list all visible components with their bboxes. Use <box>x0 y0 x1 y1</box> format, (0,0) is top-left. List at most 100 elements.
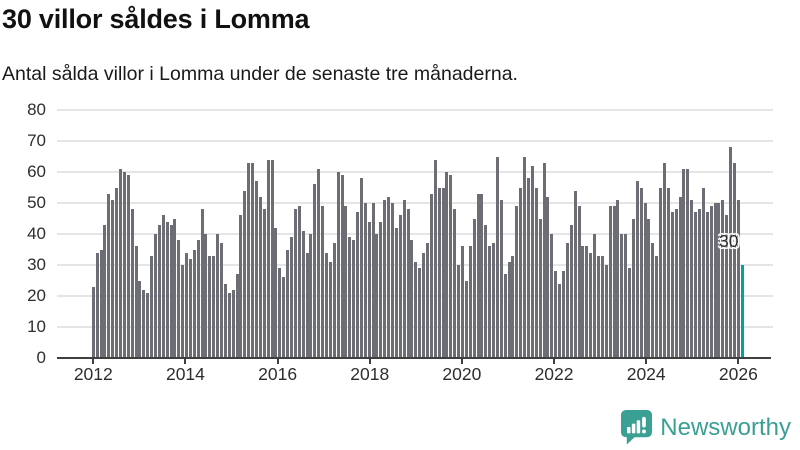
bar <box>192 249 196 358</box>
plot-area: 30 <box>57 109 773 359</box>
bar <box>651 243 655 358</box>
bar <box>204 234 208 358</box>
x-axis-tickmark <box>92 358 95 364</box>
bar <box>274 227 278 358</box>
bar <box>305 252 309 358</box>
bar <box>153 234 157 358</box>
x-axis-tickmark <box>276 358 279 364</box>
bar <box>585 246 589 358</box>
bar <box>317 168 321 358</box>
bar <box>282 277 286 358</box>
bar <box>527 178 531 358</box>
bar <box>309 234 313 358</box>
bar <box>414 261 418 358</box>
bar <box>363 203 367 358</box>
y-axis-tick-label: 10 <box>27 317 46 336</box>
bar <box>628 268 632 358</box>
bar <box>196 240 200 358</box>
chart-subtitle: Antal sålda villor i Lomma under de sena… <box>2 63 518 85</box>
y-axis-tick-label: 80 <box>27 100 46 119</box>
bar <box>620 234 624 358</box>
bar <box>122 172 126 358</box>
x-axis-tick-label: 2022 <box>534 364 574 384</box>
bar <box>511 255 515 358</box>
bar <box>472 218 476 358</box>
bar <box>433 159 437 358</box>
bar <box>177 240 181 358</box>
bar <box>328 261 332 358</box>
bar <box>150 255 154 358</box>
bar <box>729 147 733 358</box>
bar <box>235 274 239 358</box>
bar <box>247 162 251 358</box>
highlight-bar <box>740 265 744 358</box>
bar <box>344 206 348 358</box>
bar <box>130 209 134 358</box>
bar <box>581 246 585 358</box>
y-axis-tick-label: 70 <box>27 131 46 150</box>
bar <box>534 187 538 358</box>
x-axis-tick-label: 2024 <box>626 364 666 384</box>
bar <box>701 187 705 358</box>
bar <box>655 255 659 358</box>
bar <box>398 215 402 358</box>
y-axis-tick-label: 60 <box>27 162 46 181</box>
bar <box>356 212 360 358</box>
bar <box>523 156 527 358</box>
bar <box>258 196 262 358</box>
bar <box>670 212 674 358</box>
bar <box>134 246 138 358</box>
bar <box>216 234 220 358</box>
bar <box>530 165 534 358</box>
bar <box>126 175 130 358</box>
bar <box>678 196 682 358</box>
bar <box>495 156 499 358</box>
x-axis-tick-label: 2014 <box>165 364 205 384</box>
bar <box>736 199 740 358</box>
bar <box>709 206 713 358</box>
bar <box>95 252 99 358</box>
bar <box>391 203 395 358</box>
bar <box>612 206 616 358</box>
bar <box>410 240 414 358</box>
newsworthy-logo: Newsworthy <box>620 409 791 446</box>
bar <box>107 193 111 358</box>
newsworthy-wordmark: Newsworthy <box>660 413 791 441</box>
bar <box>725 215 729 358</box>
x-axis-tick-label: 2020 <box>442 364 482 384</box>
bar <box>732 162 736 358</box>
x-axis-line <box>57 357 771 359</box>
bar <box>445 172 449 358</box>
bar <box>476 193 480 358</box>
bar <box>546 196 550 358</box>
bar <box>185 252 189 358</box>
bar <box>321 206 325 358</box>
bar <box>91 286 95 358</box>
bar <box>643 203 647 358</box>
bar <box>698 209 702 358</box>
bar <box>146 292 150 358</box>
bar <box>115 187 119 358</box>
bar <box>208 255 212 358</box>
bar <box>352 240 356 358</box>
bar <box>157 224 161 358</box>
bar <box>441 187 445 358</box>
y-axis-tick-label: 0 <box>36 348 46 367</box>
bar <box>721 199 725 358</box>
bar <box>589 252 593 358</box>
gridline <box>57 109 773 111</box>
bar <box>367 221 371 358</box>
bar <box>297 206 301 358</box>
bar <box>375 234 379 358</box>
bar <box>596 255 600 358</box>
bar <box>340 175 344 358</box>
bar <box>387 196 391 358</box>
bar <box>713 203 717 358</box>
bar <box>348 237 352 358</box>
x-axis-tickmark <box>184 358 187 364</box>
y-axis-tick-label: 30 <box>27 255 46 274</box>
gridline <box>57 202 773 204</box>
bar <box>212 255 216 358</box>
bar <box>142 289 146 358</box>
